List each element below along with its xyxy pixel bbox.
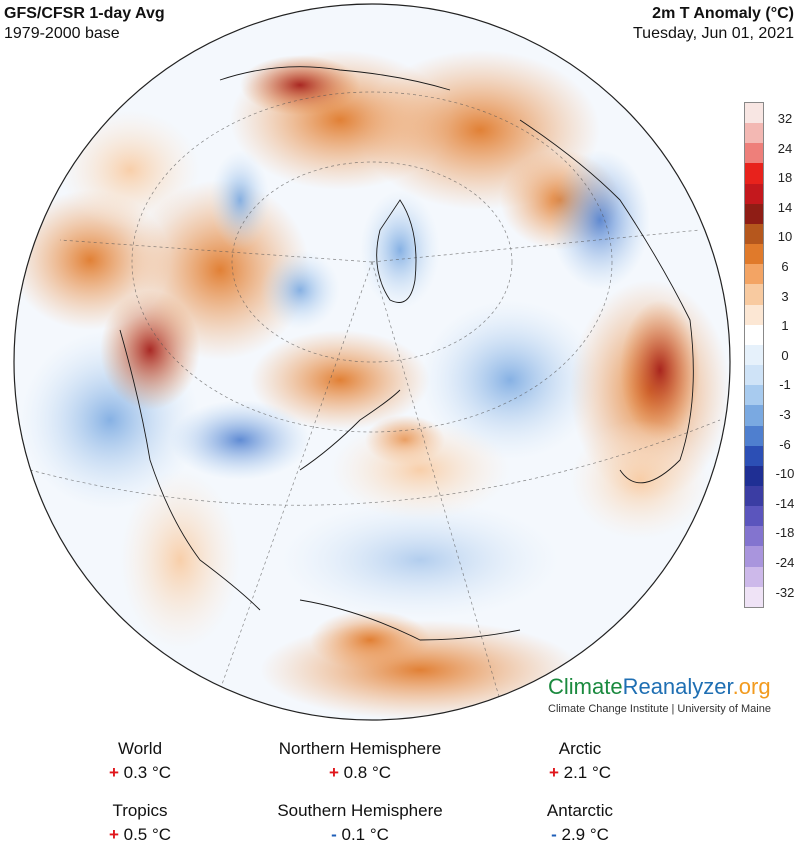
brand-subtitle: Climate Change Institute | University of… — [548, 703, 771, 715]
scale-swatch — [745, 264, 763, 285]
scale-swatch — [745, 203, 763, 224]
scale-swatch — [745, 183, 763, 204]
scale-swatch — [745, 304, 763, 325]
scale-tick-label: -32 — [775, 584, 795, 600]
stat-sh-sign: - — [331, 825, 337, 844]
stat-world-sign: + — [108, 763, 119, 782]
scale-tick-label: 0 — [781, 347, 789, 363]
scale-swatch — [745, 485, 763, 507]
scale-swatch — [745, 163, 763, 184]
stat-antarctic-value: 2.9 °C — [561, 825, 609, 844]
stat-tropics-sign: + — [108, 825, 119, 844]
brand-part-climate: Climate — [548, 674, 623, 699]
stat-tropics-value: 0.5 °C — [123, 825, 172, 844]
stat-arctic: Arctic + 2.1 °C — [460, 738, 700, 784]
stat-tropics-label: Tropics — [112, 801, 168, 820]
product-title: GFS/CFSR 1-day Avg — [4, 5, 165, 22]
scale-tick-label: 1 — [781, 318, 789, 334]
scale-swatch — [745, 365, 763, 386]
scale-swatch — [745, 546, 763, 567]
scale-tick-label: -18 — [775, 525, 795, 541]
stat-world-value: 0.3 °C — [123, 763, 172, 782]
scale-swatch — [745, 405, 763, 426]
scale-tick-label: -10 — [775, 466, 795, 482]
scale-swatch — [745, 425, 763, 446]
stat-nh-value: 0.8 °C — [343, 763, 392, 782]
stat-sh-label: Southern Hemisphere — [277, 801, 443, 820]
baseline-period: 1979-2000 base — [4, 25, 120, 42]
stat-arctic-sign: + — [548, 763, 559, 782]
stat-antarctic-label: Antarctic — [546, 801, 614, 820]
scale-swatch — [745, 526, 763, 547]
scale-tick-label: 10 — [777, 229, 793, 245]
brand-part-org: .org — [732, 674, 771, 699]
stat-northern-hemisphere: Northern Hemisphere + 0.8 °C — [240, 738, 480, 784]
scale-tick-label: -3 — [779, 407, 791, 422]
date-label: Tuesday, Jun 01, 2021 — [633, 25, 794, 42]
scale-tick-label: 32 — [777, 111, 793, 126]
stat-world: World + 0.3 °C — [20, 738, 260, 784]
scale-swatch — [745, 223, 763, 245]
stat-antarctic: Antarctic - 2.9 °C — [460, 800, 700, 846]
scale-swatch — [745, 244, 763, 265]
color-scale-bar — [744, 102, 764, 608]
scale-swatch — [745, 566, 763, 587]
variable-title: 2m T Anomaly (°C) — [652, 5, 794, 22]
stat-nh-sign: + — [328, 763, 339, 782]
scale-swatch — [745, 344, 763, 366]
scale-tick-label: -1 — [779, 377, 791, 393]
scale-swatch — [745, 385, 763, 406]
scale-swatch — [745, 445, 763, 466]
scale-swatch — [745, 324, 763, 345]
stat-tropics: Tropics + 0.5 °C — [20, 800, 260, 846]
brand-part-reanalyzer: Reanalyzer — [622, 674, 733, 699]
scale-swatch — [745, 586, 763, 607]
scale-swatch — [745, 506, 763, 527]
scale-swatch — [745, 123, 763, 144]
scale-swatch — [745, 465, 763, 486]
scale-tick-label: 14 — [777, 199, 793, 215]
stat-world-label: World — [117, 739, 163, 758]
stat-antarctic-sign: - — [551, 825, 557, 844]
scale-tick-label: -6 — [779, 436, 791, 452]
scale-tick-label: 24 — [777, 140, 793, 156]
stat-nh-label: Northern Hemisphere — [278, 739, 442, 758]
stat-sh-value: 0.1 °C — [341, 825, 389, 844]
scale-tick-label: -14 — [775, 495, 795, 511]
scale-tick-label: 18 — [777, 170, 793, 186]
brand-logo: ClimateReanalyzer.org — [548, 674, 771, 700]
scale-tick-label: 3 — [781, 288, 789, 304]
scale-tick-label: -24 — [775, 555, 795, 570]
scale-swatch — [745, 103, 763, 124]
stat-southern-hemisphere: Southern Hemisphere - 0.1 °C — [240, 800, 480, 846]
stat-arctic-label: Arctic — [558, 739, 602, 758]
stat-arctic-value: 2.1 °C — [563, 763, 612, 782]
scale-tick-label: 6 — [781, 259, 789, 274]
scale-swatch — [745, 284, 763, 305]
scale-swatch — [745, 143, 763, 164]
